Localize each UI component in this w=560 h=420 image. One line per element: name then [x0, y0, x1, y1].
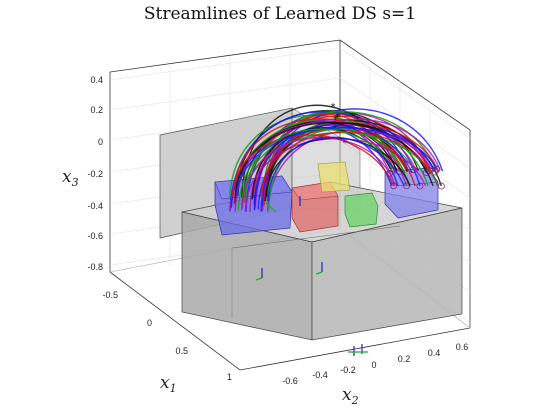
- attractor-star: *: [336, 112, 341, 123]
- endpoint-marker: [390, 166, 398, 174]
- endpoint-marker: [433, 165, 441, 173]
- x3-tick-label: -0.8: [87, 262, 103, 272]
- streamlines: ** ***** *: [229, 102, 445, 213]
- x2-tick-label: 0.2: [398, 354, 411, 364]
- x2-tick-label: -0.6: [282, 376, 298, 386]
- x1-tick-label: 0: [147, 318, 152, 328]
- box-green: [344, 192, 379, 228]
- x2-tick-label: 0.6: [456, 342, 469, 352]
- streamline: [260, 131, 431, 197]
- x3-tick-label: 0.2: [90, 105, 103, 115]
- x3-tick-label: 0: [98, 137, 103, 147]
- frame-markers: [255, 196, 368, 356]
- streamline: [232, 134, 395, 197]
- x3-label-letter: x: [62, 167, 72, 187]
- streamline: [267, 136, 405, 202]
- x3-axis-label: x3: [62, 167, 79, 189]
- x2-tick-label: 0: [371, 360, 376, 370]
- x3-tick-label: -0.2: [87, 169, 103, 179]
- endpoint-marker: [416, 182, 424, 190]
- x1-tick-label: 0.5: [175, 346, 188, 356]
- attractor-star: *: [333, 114, 338, 125]
- endpoint-marker: [437, 182, 445, 190]
- x3-label-sub: 3: [72, 176, 79, 189]
- streamline: [264, 137, 411, 202]
- table-edge: [231, 225, 401, 249]
- x1-tick-label: 1: [227, 372, 232, 382]
- streamline: [268, 128, 406, 210]
- streamline: [234, 121, 428, 199]
- table-side: [311, 207, 463, 341]
- box-yellow: [317, 161, 351, 193]
- attractor-star: *: [343, 138, 348, 149]
- streamline: [253, 124, 413, 205]
- streamline: [241, 136, 391, 211]
- x2-tick-label: -0.4: [312, 370, 328, 380]
- attractor-star: *: [355, 115, 360, 126]
- streamline: [245, 111, 437, 202]
- endpoint-marker: [390, 182, 398, 190]
- x2-tick-label: -0.2: [340, 365, 356, 375]
- x2-tick-label: 0.4: [428, 348, 441, 358]
- x3-tick-label: -0.6: [87, 231, 103, 241]
- endpoint-marker: [386, 169, 393, 177]
- x3-tick-label: 0.4: [90, 75, 103, 85]
- x3-tick-label: -0.4: [87, 201, 103, 211]
- tick-labels: 0.4 0.2 0 -0.2 -0.4 -0.6 -0.8 -0.5 0 0.5 1 -0.6 -0.4…: [87, 75, 468, 386]
- x2-axis-label: x2: [342, 385, 359, 407]
- x1-axis-label: x1: [160, 373, 177, 395]
- streamline: [237, 128, 393, 211]
- chart-title: Streamlines of Learned DS s=1: [143, 4, 417, 24]
- x1-tick-label: -0.5: [102, 290, 118, 300]
- attractor-star: *: [335, 112, 340, 123]
